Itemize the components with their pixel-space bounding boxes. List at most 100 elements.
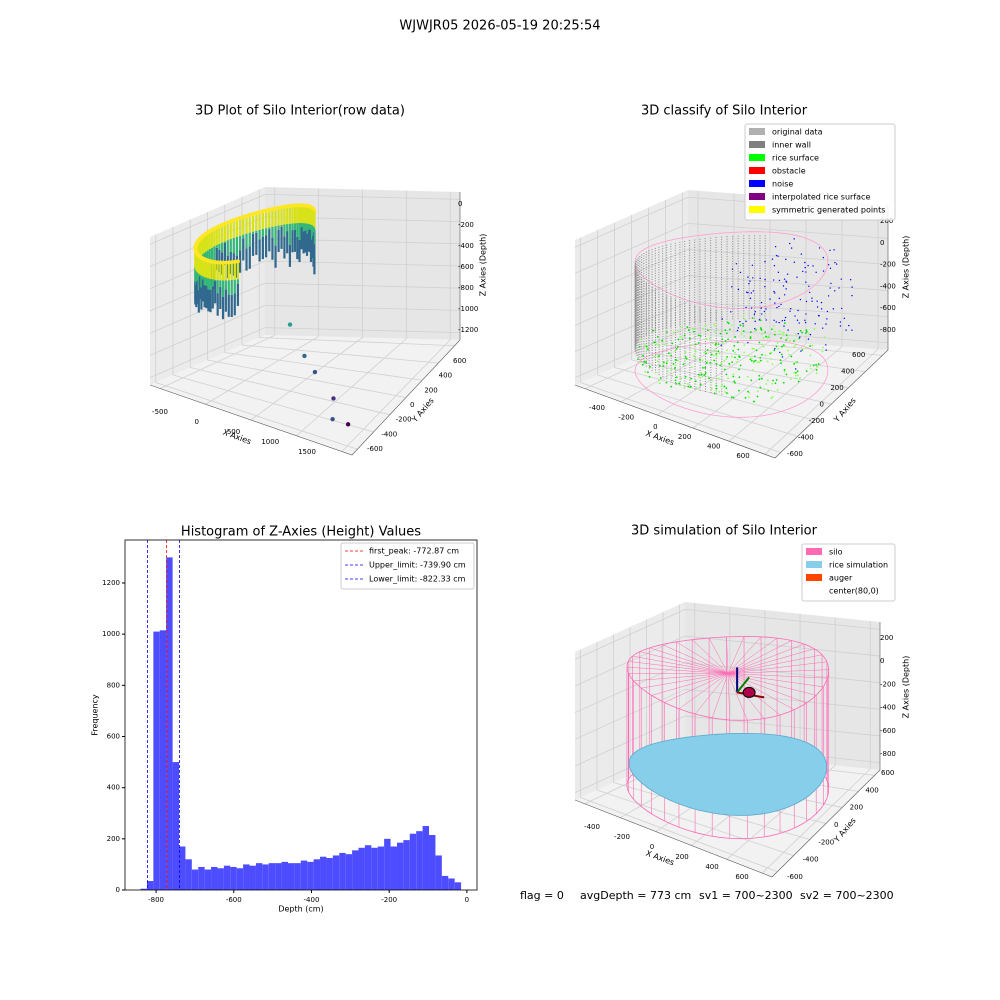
grid-line [264,327,461,333]
noise-point [805,281,807,283]
rice-point [738,356,741,359]
rice-point [762,345,765,348]
rice-point [785,334,788,337]
z-tick-label: -800 [880,750,896,758]
x-tick-label: 600 [736,452,749,460]
rice-point [771,382,774,385]
bar [307,861,314,890]
axes-title: Histogram of Z-Axies (Height) Values [181,525,421,540]
z-tick-label: -800 [458,284,474,292]
bar [377,846,385,890]
rice-point [643,360,646,363]
z-tick-label: -200 [880,680,896,688]
noise-point [789,310,791,312]
rice-point [809,365,812,367]
noise-point [765,319,767,321]
rice-point [714,343,717,346]
rice-point [773,349,776,352]
x-tick-label: 200 [675,853,688,861]
rice-point [734,381,736,384]
rice-point [699,358,701,361]
point [279,205,284,210]
noise-point [796,276,798,278]
rice-point [740,332,743,335]
noise-point [752,290,754,292]
point [244,213,249,218]
y-tick-label: -400 [803,856,819,864]
silo-wire [727,640,792,674]
noise-point [814,323,816,325]
rice-point [794,344,797,346]
noise-point [811,300,813,302]
silo-wire [727,673,817,696]
bar [345,854,353,890]
rice-point [718,352,721,355]
noise-point [826,310,829,313]
y-tick-label: -600 [367,445,383,453]
noise-point [793,238,795,240]
rice-point [726,356,729,358]
rice-point [817,363,820,365]
noise-point [783,278,786,280]
z-tick-label: -600 [880,304,896,312]
rice-point [771,396,774,398]
silo-wire [626,666,729,674]
noise-point [807,338,810,340]
noise-point [845,329,847,331]
point [331,396,336,401]
noise-point [825,323,827,325]
rice-point [661,339,664,342]
auger [742,686,756,698]
rice-point [688,337,691,340]
noise-point [760,307,762,309]
bar [416,831,423,890]
rice-point [649,365,651,368]
rice-point [720,362,723,364]
rice-point [734,351,737,354]
rice-point [759,319,762,322]
grid-line [574,301,689,353]
rice-point [778,333,781,336]
point [226,260,231,265]
bar [185,859,192,890]
axes-3d: 3D classify of Silo Interior -400 -200 0 200… [574,104,911,460]
noise-point [841,307,843,310]
z-tick-label: -600 [880,727,896,735]
noise-point [829,287,831,289]
rice-point [656,335,659,338]
x-tick-label: 200 [678,433,691,441]
rice-point [759,327,762,329]
bar [403,840,410,890]
rice-point [780,337,782,340]
rice-point [706,360,709,363]
bar [140,888,147,890]
noise-point [752,277,754,279]
z-tick-label: 200 [880,634,893,642]
rice-point [718,390,721,393]
grid-line [648,352,849,389]
bar [249,865,256,890]
noise-point [774,245,777,248]
rice-point [750,359,753,362]
silo-ring [626,636,830,721]
rice-point [711,379,713,382]
rice-point [677,338,680,341]
rice-point [773,330,776,333]
noise-point [785,280,787,282]
bar [435,855,442,890]
bar [211,866,218,890]
rice-point [676,359,679,362]
rice-point [783,322,786,325]
rice-point [681,338,684,341]
rice-point [672,362,675,365]
rice-point [772,379,774,382]
noise-point [731,286,733,288]
rice-point [794,374,797,377]
silo-wire [639,651,729,674]
noise-point [750,307,753,309]
noise-point [804,319,806,321]
point [257,210,262,215]
rice-point [695,387,698,389]
rice-point [766,379,769,382]
rice-point [653,355,656,358]
